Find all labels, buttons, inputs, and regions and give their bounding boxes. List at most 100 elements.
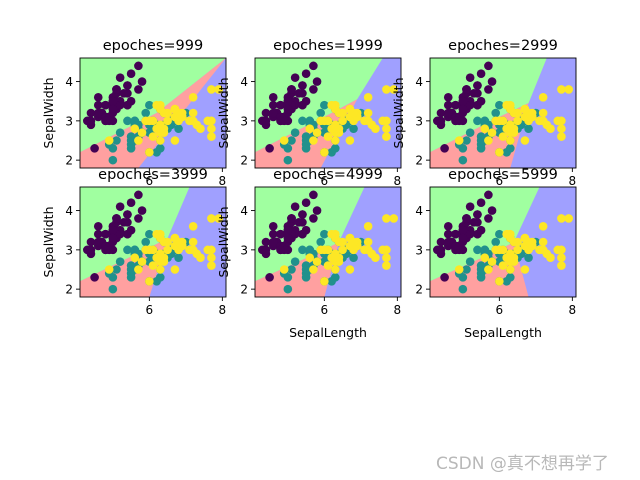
y-axis-label: SepalWidth bbox=[41, 77, 56, 148]
point-virginica bbox=[538, 116, 548, 126]
point-setosa bbox=[484, 61, 493, 71]
y-tick-label: 2 bbox=[65, 283, 73, 297]
point-virginica bbox=[557, 124, 566, 134]
point-virginica bbox=[137, 257, 147, 266]
point-virginica bbox=[320, 147, 329, 157]
point-setosa bbox=[476, 225, 486, 235]
point-versicolor bbox=[495, 100, 504, 110]
point-versicolor bbox=[349, 253, 358, 263]
point-virginica bbox=[134, 136, 143, 145]
point-setosa bbox=[112, 85, 121, 94]
point-virginica bbox=[170, 233, 180, 243]
point-virginica bbox=[382, 124, 391, 134]
y-axis-label: SepalWidth bbox=[216, 77, 231, 148]
point-virginica bbox=[320, 276, 329, 286]
point-setosa bbox=[287, 214, 296, 223]
point-versicolor bbox=[287, 265, 296, 274]
point-versicolor bbox=[331, 144, 340, 153]
point-setosa bbox=[108, 104, 118, 114]
point-virginica bbox=[148, 261, 158, 270]
subplot-title: epoches=4999 bbox=[273, 167, 383, 183]
point-virginica bbox=[130, 253, 140, 263]
x-tick-label: 8 bbox=[219, 303, 227, 317]
point-versicolor bbox=[156, 144, 165, 153]
point-versicolor bbox=[115, 257, 125, 266]
plot-area bbox=[255, 187, 401, 297]
point-virginica bbox=[145, 276, 154, 286]
point-setosa bbox=[312, 206, 322, 215]
point-setosa bbox=[473, 210, 482, 219]
point-virginica bbox=[345, 265, 355, 274]
point-versicolor bbox=[320, 229, 329, 239]
point-virginica bbox=[371, 253, 380, 263]
point-setosa bbox=[436, 108, 446, 118]
point-versicolor bbox=[473, 245, 482, 255]
point-virginica bbox=[331, 136, 340, 145]
point-versicolor bbox=[458, 144, 468, 153]
point-versicolor bbox=[287, 136, 296, 145]
point-versicolor bbox=[458, 155, 468, 165]
point-versicolor bbox=[506, 144, 515, 153]
point-virginica bbox=[538, 245, 548, 255]
point-versicolor bbox=[108, 144, 118, 153]
point-virginica bbox=[506, 136, 515, 145]
y-tick-label: 3 bbox=[240, 114, 248, 128]
point-setosa bbox=[458, 233, 468, 243]
point-setosa bbox=[469, 218, 479, 227]
point-versicolor bbox=[473, 116, 482, 126]
point-setosa bbox=[462, 214, 471, 223]
plot-area bbox=[80, 187, 226, 297]
point-versicolor bbox=[108, 284, 118, 294]
point-virginica bbox=[137, 128, 147, 137]
point-setosa bbox=[90, 273, 99, 282]
point-setosa bbox=[436, 245, 446, 255]
point-virginica bbox=[557, 253, 566, 263]
point-virginica bbox=[163, 245, 172, 255]
point-virginica bbox=[334, 237, 344, 247]
point-virginica bbox=[170, 136, 180, 145]
point-virginica bbox=[538, 92, 548, 102]
point-virginica bbox=[382, 132, 391, 141]
point-virginica bbox=[148, 132, 158, 141]
point-setosa bbox=[443, 237, 453, 247]
point-setosa bbox=[283, 233, 293, 243]
point-versicolor bbox=[316, 108, 326, 118]
y-tick-label: 2 bbox=[415, 154, 423, 168]
point-virginica bbox=[338, 116, 347, 126]
point-setosa bbox=[101, 245, 110, 255]
point-setosa bbox=[298, 210, 307, 219]
point-versicolor bbox=[283, 155, 293, 165]
point-virginica bbox=[498, 261, 508, 270]
point-setosa bbox=[93, 221, 103, 231]
point-virginica bbox=[331, 253, 340, 263]
point-virginica bbox=[506, 253, 515, 263]
point-setosa bbox=[268, 229, 278, 239]
point-virginica bbox=[188, 237, 198, 247]
point-setosa bbox=[86, 245, 96, 255]
point-virginica bbox=[214, 214, 223, 223]
point-virginica bbox=[188, 221, 198, 231]
point-setosa bbox=[436, 237, 446, 247]
point-versicolor bbox=[174, 253, 183, 263]
point-versicolor bbox=[283, 273, 293, 282]
point-virginica bbox=[509, 237, 519, 247]
point-setosa bbox=[458, 225, 468, 235]
point-setosa bbox=[261, 237, 271, 247]
y-tick-label: 4 bbox=[65, 204, 73, 218]
point-setosa bbox=[268, 108, 278, 118]
point-virginica bbox=[546, 253, 555, 263]
point-virginica bbox=[491, 245, 501, 255]
point-virginica bbox=[506, 265, 515, 274]
point-setosa bbox=[290, 73, 300, 82]
point-setosa bbox=[312, 77, 322, 86]
point-versicolor bbox=[458, 284, 468, 294]
point-setosa bbox=[476, 198, 486, 208]
subplot-title: epoches=5999 bbox=[448, 167, 558, 183]
y-tick-label: 2 bbox=[415, 283, 423, 297]
point-virginica bbox=[389, 214, 399, 223]
point-virginica bbox=[156, 253, 165, 263]
point-setosa bbox=[101, 100, 110, 110]
point-setosa bbox=[126, 69, 136, 79]
